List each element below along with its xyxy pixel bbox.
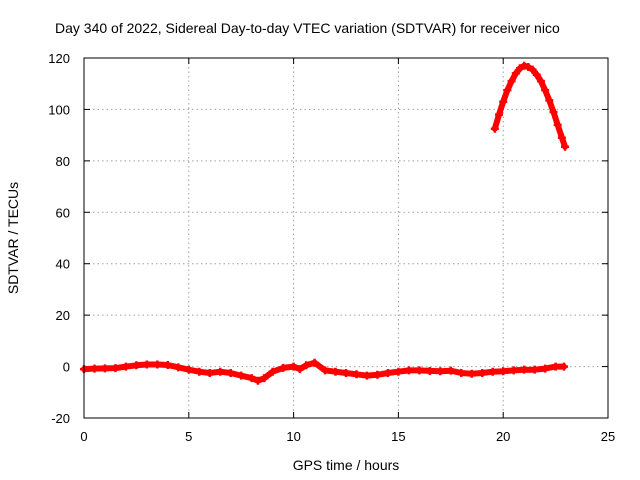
data-point bbox=[302, 361, 311, 370]
x-tick-label: 15 bbox=[391, 429, 405, 444]
x-tick-label: 25 bbox=[601, 429, 615, 444]
data-point bbox=[541, 364, 550, 373]
data-point bbox=[342, 369, 350, 377]
data-point bbox=[511, 69, 520, 78]
data-point bbox=[132, 361, 141, 370]
y-tick-label: 80 bbox=[56, 154, 70, 169]
data-points bbox=[80, 61, 570, 385]
y-tick-label: 100 bbox=[48, 102, 70, 117]
data-point bbox=[253, 376, 262, 385]
x-tick-label: 0 bbox=[80, 429, 87, 444]
data-point bbox=[551, 362, 560, 371]
y-tick-label: 60 bbox=[56, 205, 70, 220]
data-point bbox=[530, 365, 539, 374]
data-point bbox=[111, 364, 120, 373]
data-point bbox=[394, 367, 403, 376]
data-point bbox=[467, 369, 476, 378]
data-point bbox=[153, 360, 162, 369]
data-point bbox=[515, 64, 524, 73]
data-point bbox=[100, 364, 109, 373]
grid bbox=[84, 58, 608, 418]
data-point bbox=[499, 367, 508, 376]
data-point bbox=[545, 96, 554, 105]
data-point bbox=[90, 364, 99, 373]
data-point bbox=[520, 61, 529, 70]
data-point bbox=[509, 366, 518, 375]
data-point bbox=[520, 365, 529, 374]
data-point bbox=[524, 63, 533, 71]
data-point bbox=[260, 374, 269, 383]
data-point bbox=[184, 365, 193, 374]
data-point bbox=[163, 361, 172, 370]
y-tick-label: 40 bbox=[56, 257, 70, 272]
data-point bbox=[268, 367, 277, 376]
data-point bbox=[561, 142, 570, 151]
data-point bbox=[247, 374, 256, 383]
data-point bbox=[352, 370, 361, 379]
data-point bbox=[237, 371, 246, 380]
data-point bbox=[321, 366, 330, 375]
data-point bbox=[289, 362, 298, 371]
data-point bbox=[446, 366, 455, 375]
data-point bbox=[174, 363, 183, 372]
data-point bbox=[331, 367, 340, 376]
data-point bbox=[310, 358, 319, 367]
plot-frame bbox=[83, 57, 609, 419]
data-point bbox=[373, 370, 382, 379]
y-tick-label: -20 bbox=[51, 411, 70, 426]
y-tick-label: 20 bbox=[56, 308, 70, 323]
data-point bbox=[507, 77, 516, 86]
data-point bbox=[541, 86, 550, 95]
data-point bbox=[457, 369, 466, 377]
data-point bbox=[415, 366, 424, 375]
data-point bbox=[362, 371, 371, 380]
data-point bbox=[557, 133, 566, 142]
data-point bbox=[488, 367, 497, 376]
data-point bbox=[499, 97, 508, 106]
data-point bbox=[295, 365, 304, 374]
y-axis-label: SDTVAR / TECUs bbox=[5, 182, 21, 294]
y-tick-label: 120 bbox=[48, 51, 70, 66]
series-line-2 bbox=[491, 62, 568, 150]
data-point bbox=[478, 369, 487, 377]
data-point bbox=[404, 366, 413, 375]
y-tick-label: 0 bbox=[63, 360, 70, 375]
data-point bbox=[532, 70, 541, 79]
data-point bbox=[205, 369, 214, 377]
data-point bbox=[490, 124, 499, 133]
chart-title: Day 340 of 2022, Sidereal Day-to-day VTE… bbox=[55, 20, 560, 36]
data-point bbox=[425, 366, 434, 375]
x-tick-label: 10 bbox=[286, 429, 300, 444]
data-point bbox=[559, 362, 568, 371]
data-point bbox=[195, 367, 204, 376]
data-point bbox=[121, 362, 130, 371]
data-point bbox=[553, 120, 562, 129]
x-axis-label: GPS time / hours bbox=[293, 457, 400, 473]
data-point bbox=[536, 77, 545, 86]
axes: 0 5 10 15 20 25 -20 0 20 40 60 80 100 120 bbox=[48, 51, 615, 444]
x-tick-label: 5 bbox=[185, 429, 192, 444]
data-point bbox=[279, 363, 288, 372]
data-point bbox=[503, 86, 512, 95]
data-point bbox=[216, 367, 225, 376]
data-point bbox=[142, 360, 151, 369]
data-point bbox=[383, 369, 392, 377]
data-point bbox=[495, 110, 504, 119]
data-point bbox=[549, 108, 558, 116]
x-tick-label: 20 bbox=[496, 429, 510, 444]
data-point bbox=[528, 65, 537, 74]
data-point bbox=[226, 369, 235, 377]
data-point bbox=[436, 367, 445, 376]
